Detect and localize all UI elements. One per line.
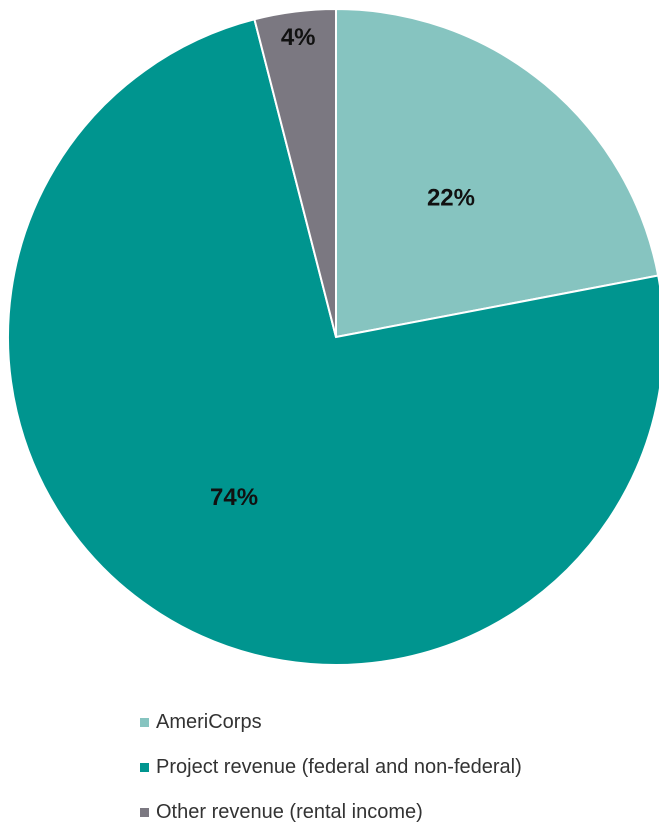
legend-label: Other revenue (rental income) [156,801,423,823]
chart-legend: AmeriCorps Project revenue (federal and n… [140,700,650,835]
legend-item-other-revenue: Other revenue (rental income) [140,790,650,835]
pie-slice-other-revenue [253,7,337,338]
pie-slice-project-revenue [7,18,659,666]
legend-label: AmeriCorps [156,711,262,733]
legend-swatch [140,808,149,817]
pie-slices [7,7,659,666]
legend-label: Project revenue (federal and non-federal… [156,756,522,778]
legend-item-americorps: AmeriCorps [140,700,650,745]
legend-swatch [140,763,149,772]
legend-swatch [140,718,149,727]
data-label-americorps: 22% [427,184,475,211]
pie-slice-americorps [335,7,659,339]
data-label-other-revenue: 4% [281,24,316,51]
pie-chart: 22% 74% 4% [7,7,659,666]
data-label-project-revenue: 74% [210,484,258,511]
pie-data-labels: 22% 74% 4% [210,24,475,511]
legend-item-project-revenue: Project revenue (federal and non-federal… [140,745,650,790]
